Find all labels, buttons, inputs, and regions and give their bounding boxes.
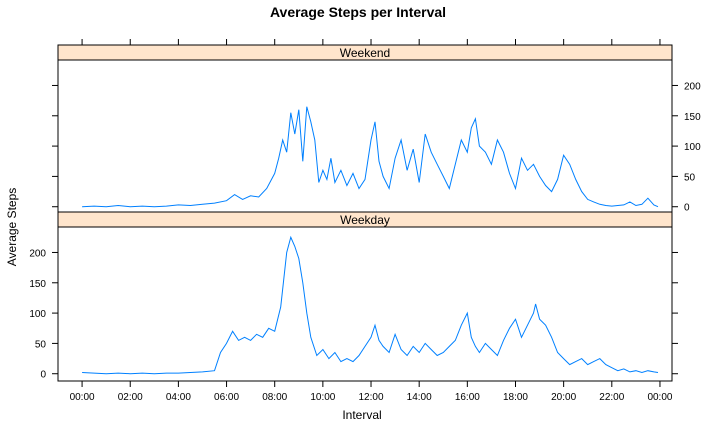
- x-tick-label: 10:00: [310, 392, 335, 403]
- x-tick-label: 00:00: [647, 392, 672, 403]
- y-tick-label-weekday: 0: [40, 370, 46, 381]
- chart-title: Average Steps per Interval: [270, 4, 446, 20]
- x-tick-label: 18:00: [503, 392, 528, 403]
- x-tick-label: 20:00: [551, 392, 576, 403]
- strip-label-weekday: Weekday: [340, 213, 390, 227]
- plot-area: Weekend 0 50 100 150 200 Weekday 0 50 100 150 200 00…: [29, 39, 701, 403]
- y-tick-label-weekday: 200: [29, 248, 46, 259]
- panel-frame-weekend: [57, 59, 673, 215]
- y-tick-label-weekend: 50: [684, 172, 696, 183]
- y-tick-label-weekday: 150: [29, 279, 46, 290]
- x-tick-label: 02:00: [118, 392, 143, 403]
- x-tick-label: 14:00: [407, 392, 432, 403]
- strip-label-weekend: Weekend: [340, 46, 390, 60]
- y-tick-label-weekend: 150: [684, 112, 701, 123]
- series-line-weekday: [82, 235, 659, 375]
- x-tick-label: 04:00: [166, 392, 191, 403]
- x-tick-label: 12:00: [359, 392, 384, 403]
- y-tick-label-weekday: 100: [29, 309, 46, 320]
- y-tick-label-weekend: 200: [684, 81, 701, 92]
- y-tick-label-weekend: 0: [684, 203, 690, 214]
- x-tick-label: 22:00: [599, 392, 624, 403]
- x-tick-label: 08:00: [262, 392, 287, 403]
- y-tick-label-weekend: 100: [684, 142, 701, 153]
- y-tick-label-weekday: 50: [35, 339, 47, 350]
- x-tick-label: 00:00: [70, 392, 95, 403]
- x-axis-label: Interval: [342, 408, 381, 422]
- panel-frame-weekday: [57, 226, 673, 382]
- y-axis-label: Average Steps: [5, 188, 19, 267]
- x-tick-label: 16:00: [455, 392, 480, 403]
- x-tick-label: 06:00: [214, 392, 239, 403]
- series-line-weekend: [82, 106, 659, 208]
